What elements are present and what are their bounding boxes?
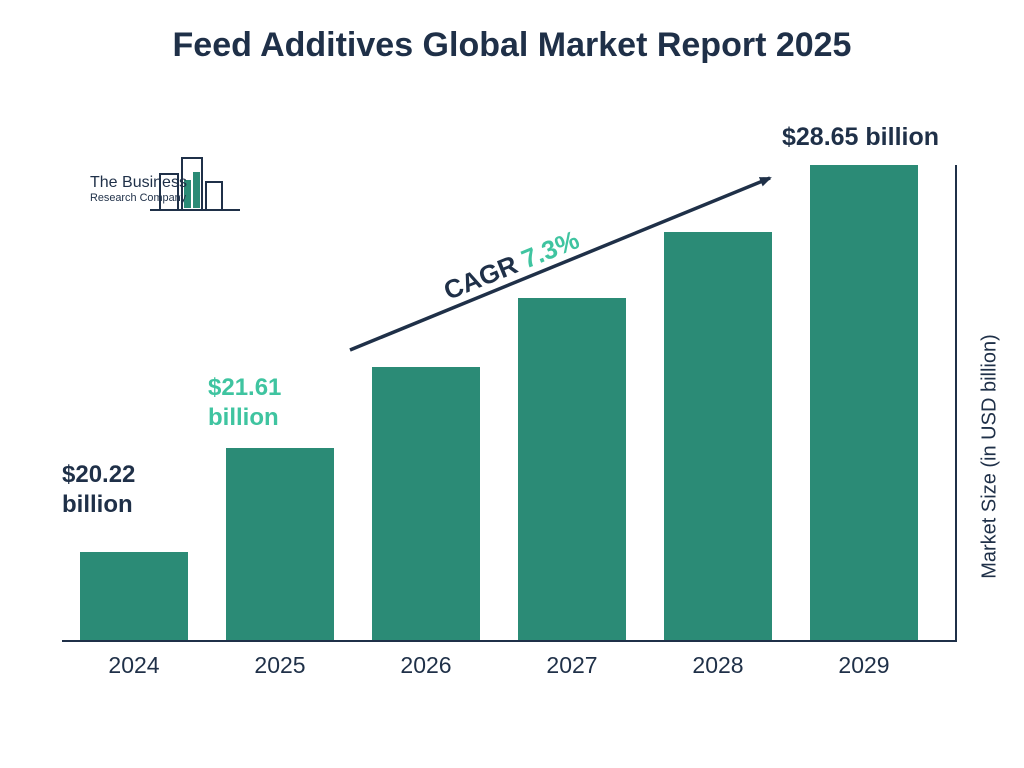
- x-label-2029: 2029: [810, 652, 918, 679]
- x-label-2028: 2028: [664, 652, 772, 679]
- x-label-2027: 2027: [518, 652, 626, 679]
- x-label-2026: 2026: [372, 652, 480, 679]
- x-label-2024: 2024: [80, 652, 188, 679]
- x-label-2025: 2025: [226, 652, 334, 679]
